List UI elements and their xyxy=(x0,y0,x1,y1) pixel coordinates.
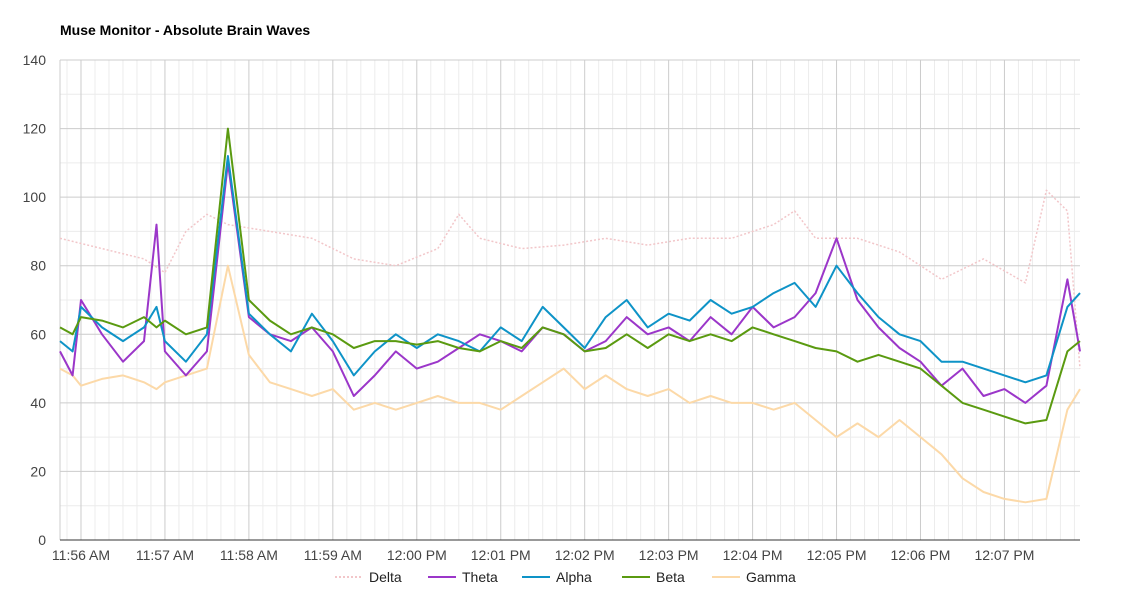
y-tick-label: 120 xyxy=(23,121,47,137)
x-tick-label: 11:56 AM xyxy=(52,547,110,563)
x-tick-label: 12:05 PM xyxy=(807,547,867,563)
series-lines xyxy=(59,127,1081,504)
y-tick-label: 40 xyxy=(30,395,46,411)
series-line-delta xyxy=(59,189,1081,369)
y-tick-label: 60 xyxy=(30,326,46,342)
legend: Delta Theta Alpha Beta Gamma xyxy=(335,569,796,585)
y-tick-label: 100 xyxy=(23,189,47,205)
x-tick-label: 11:57 AM xyxy=(136,547,194,563)
y-tick-label: 20 xyxy=(30,463,46,479)
x-tick-label: 12:02 PM xyxy=(555,547,615,563)
legend-label-gamma: Gamma xyxy=(746,569,796,585)
x-tick-label: 12:04 PM xyxy=(723,547,783,563)
x-tick-label: 12:00 PM xyxy=(387,547,447,563)
legend-label-theta: Theta xyxy=(462,569,498,585)
legend-label-beta: Beta xyxy=(656,569,685,585)
legend-label-delta: Delta xyxy=(369,569,402,585)
y-tick-label: 0 xyxy=(38,532,46,548)
y-axis-ticks: 0 20 40 60 80 100 120 140 xyxy=(23,52,47,548)
chart-title: Muse Monitor - Absolute Brain Waves xyxy=(60,22,310,38)
x-tick-label: 12:03 PM xyxy=(639,547,699,563)
legend-label-alpha: Alpha xyxy=(556,569,592,585)
series-line-gamma xyxy=(59,264,1081,504)
x-tick-label: 12:06 PM xyxy=(891,547,951,563)
minor-grid xyxy=(60,60,1080,540)
series-line-beta xyxy=(59,127,1081,425)
x-tick-label: 11:59 AM xyxy=(304,547,362,563)
y-tick-label: 80 xyxy=(30,258,46,274)
x-tick-label: 11:58 AM xyxy=(220,547,278,563)
x-axis-ticks: 11:56 AM 11:57 AM 11:58 AM 11:59 AM 12:00 PM… xyxy=(52,547,1034,563)
x-tick-label: 12:07 PM xyxy=(974,547,1034,563)
series-line-alpha xyxy=(59,155,1081,384)
x-tick-label: 12:01 PM xyxy=(471,547,531,563)
y-tick-label: 140 xyxy=(23,52,47,68)
